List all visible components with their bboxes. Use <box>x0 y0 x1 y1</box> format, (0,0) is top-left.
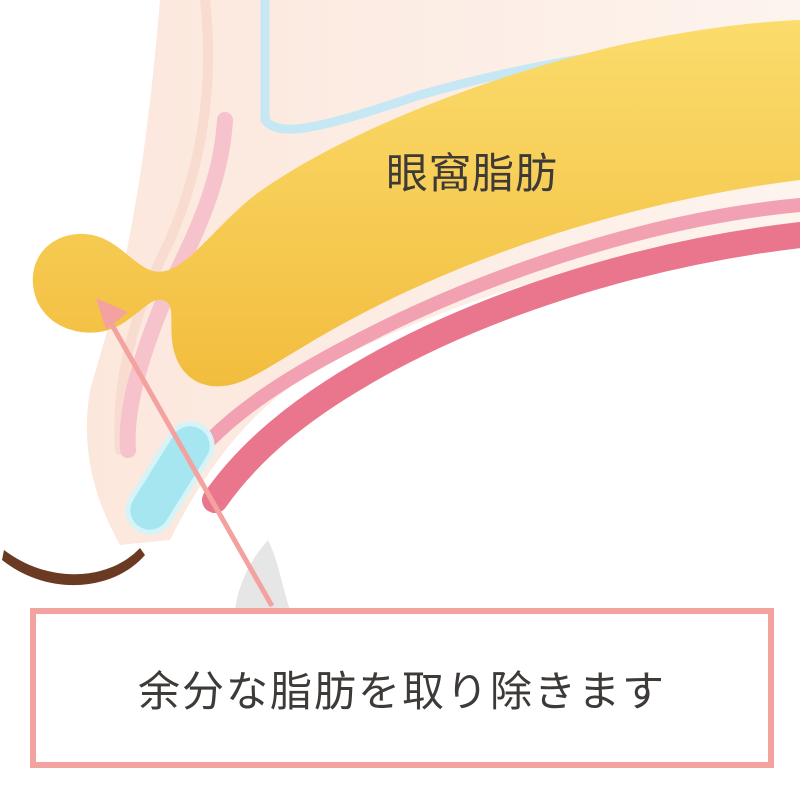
orbital-fat <box>32 20 800 387</box>
orbital-fat-label: 眼窩脂肪 <box>386 149 559 198</box>
meibomian-gland <box>125 421 215 535</box>
caption-text: 余分な脂肪を取り除きます <box>137 666 666 716</box>
skin-outline <box>114 0 214 455</box>
eyelash <box>2 548 145 586</box>
tarsal-plate <box>202 222 800 513</box>
muscle-strip <box>119 112 233 458</box>
pointer-arrow-head <box>96 298 128 330</box>
caption-box: 余分な脂肪を取り除きます <box>30 608 774 768</box>
levator-band <box>203 198 800 447</box>
eyeball <box>240 262 800 610</box>
eyeball-shadow <box>235 540 290 610</box>
pointer-arrow-shaft <box>105 316 275 608</box>
